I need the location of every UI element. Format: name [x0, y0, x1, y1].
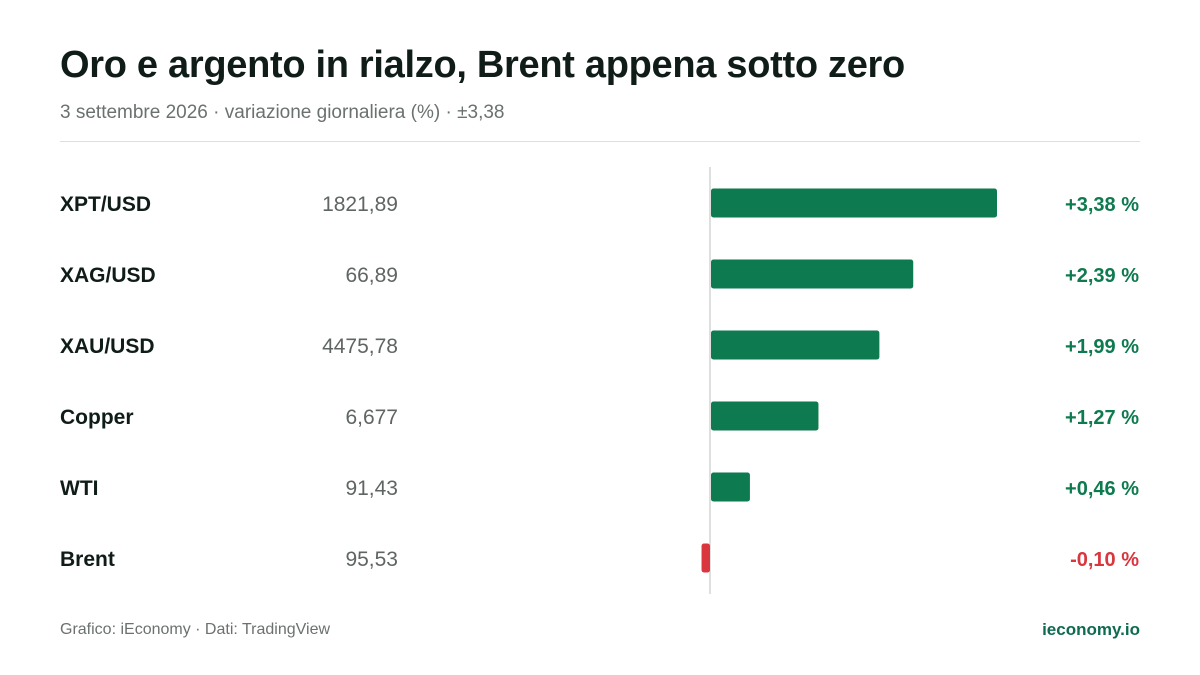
price-label: 91,43 — [345, 477, 398, 500]
category-label: XAG/USD — [60, 264, 156, 287]
header-divider — [60, 141, 1140, 142]
value-label: +2,39 % — [1065, 265, 1139, 287]
chart-subtitle: 3 settembre 2026 · variazione giornalier… — [60, 102, 505, 123]
bar — [711, 259, 914, 289]
chart-title: Oro e argento in rialzo, Brent appena so… — [60, 44, 905, 86]
value-label: +1,27 % — [1065, 407, 1139, 429]
bar — [711, 472, 750, 502]
category-label: WTI — [60, 477, 98, 500]
price-label: 95,53 — [345, 548, 398, 571]
price-label: 4475,78 — [322, 335, 398, 358]
source-credit: Grafico: iEconomy · Dati: TradingView — [60, 621, 331, 638]
brand-link[interactable]: ieconomy.io — [1042, 620, 1140, 639]
value-label: +3,38 % — [1065, 194, 1139, 216]
category-label: Copper — [60, 406, 134, 429]
category-label: XPT/USD — [60, 193, 151, 216]
bar — [701, 543, 710, 573]
category-label: Brent — [60, 548, 115, 571]
bar — [711, 330, 880, 360]
price-label: 66,89 — [345, 264, 398, 287]
bar — [711, 401, 819, 431]
price-label: 6,677 — [345, 406, 398, 429]
value-label: +0,46 % — [1065, 478, 1139, 500]
value-label: +1,99 % — [1065, 336, 1139, 358]
value-label: -0,10 % — [1070, 549, 1139, 571]
bar — [711, 188, 997, 218]
price-label: 1821,89 — [322, 193, 398, 216]
category-label: XAU/USD — [60, 335, 155, 358]
